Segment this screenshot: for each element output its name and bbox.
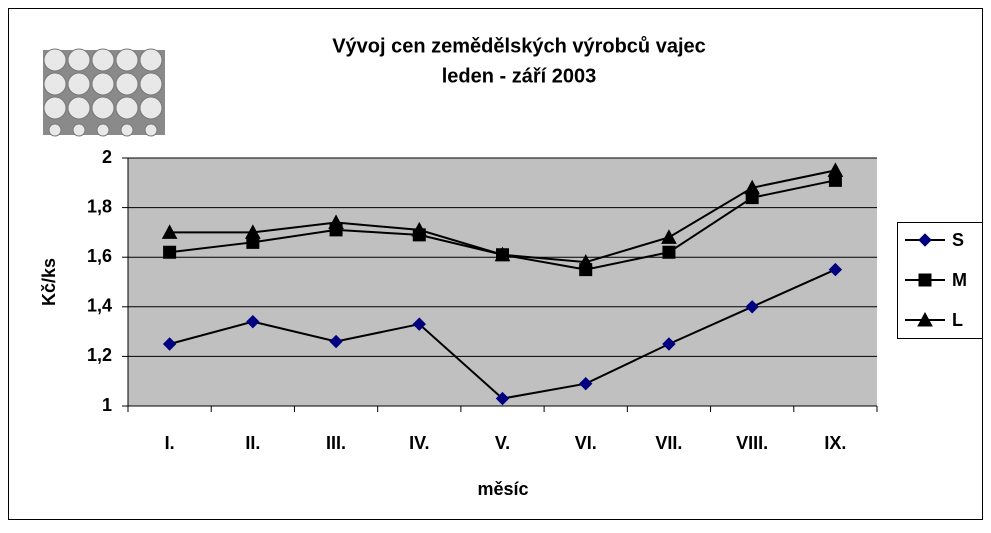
y-tick-label: 2 xyxy=(102,147,112,167)
x-tick-label: VI. xyxy=(575,433,597,453)
legend-label: L xyxy=(952,310,963,330)
legend-marker xyxy=(919,274,931,286)
x-tick-label: VIII. xyxy=(736,433,768,453)
y-tick-label: 1,8 xyxy=(87,196,112,216)
y-tick-label: 1,2 xyxy=(87,345,112,365)
y-tick-label: 1,6 xyxy=(87,246,112,266)
chart-subtitle: leden - září 2003 xyxy=(442,65,597,87)
chart: Vývoj cen zemědělských výrobců vajec led… xyxy=(0,0,991,528)
x-axis-label: měsíc xyxy=(477,479,528,499)
chart-title: Vývoj cen zemědělských výrobců vajec xyxy=(332,35,706,57)
legend-label: S xyxy=(952,230,964,250)
x-tick-label: II. xyxy=(245,433,260,453)
x-tick-label: IV. xyxy=(409,433,429,453)
data-point xyxy=(164,246,176,258)
y-axis-label: Kč/ks xyxy=(39,258,59,306)
egg-image xyxy=(43,49,165,136)
x-tick-label: I. xyxy=(165,433,175,453)
y-tick-label: 1 xyxy=(102,395,112,415)
x-tick-label: VII. xyxy=(655,433,682,453)
legend-label: M xyxy=(952,270,967,290)
x-tick-label: IX. xyxy=(824,433,846,453)
y-tick-label: 1,4 xyxy=(87,296,112,316)
x-tick-label: V. xyxy=(495,433,510,453)
data-point xyxy=(663,246,675,258)
x-tick-label: III. xyxy=(326,433,346,453)
